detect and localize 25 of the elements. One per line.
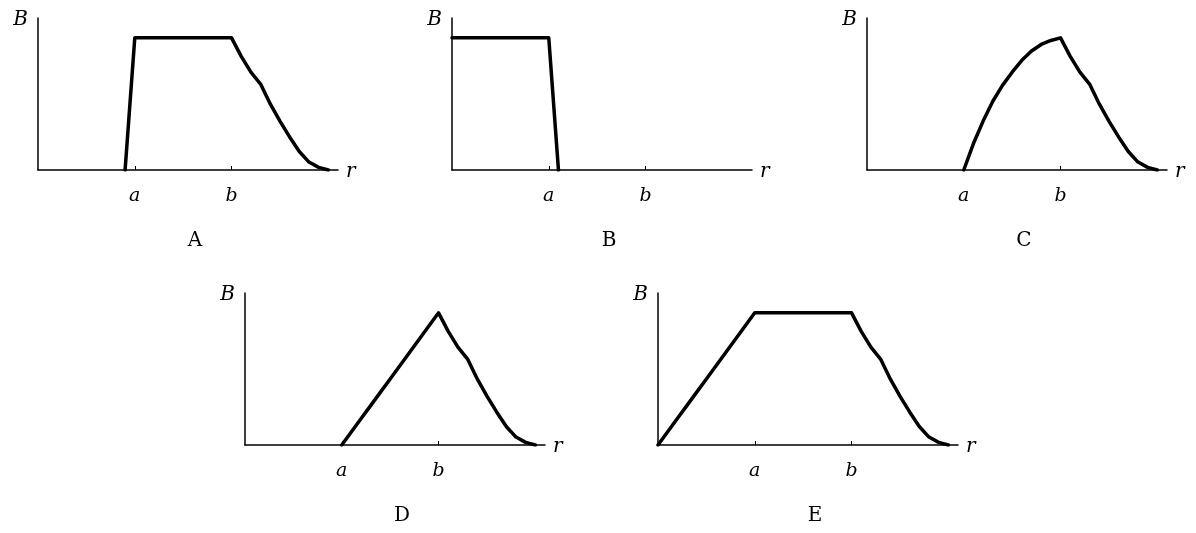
- x-tick-label: b: [845, 457, 858, 480]
- y-axis-title: B: [219, 281, 235, 305]
- x-tick-label: a: [129, 182, 141, 205]
- x-tick-label: a: [336, 457, 348, 480]
- text: B: [601, 227, 617, 251]
- text: D: [393, 502, 411, 526]
- x-axis-title: r: [760, 158, 771, 182]
- x-tick-label: a: [749, 457, 761, 480]
- x-tick-label: b: [1054, 182, 1067, 205]
- y-axis-title: B: [426, 6, 442, 30]
- x-axis-title: r: [1175, 158, 1186, 182]
- text: E: [807, 502, 823, 526]
- y-axis-title: B: [632, 281, 648, 305]
- text: C: [1016, 227, 1032, 251]
- x-tick-label: a: [543, 182, 555, 205]
- x-tick-label: a: [958, 182, 970, 205]
- text: A: [186, 227, 203, 251]
- y-axis-title: B: [12, 6, 28, 30]
- x-axis-title: r: [966, 433, 977, 457]
- x-axis-title: r: [346, 158, 357, 182]
- x-tick-label: b: [225, 182, 238, 205]
- y-axis-title: B: [841, 6, 857, 30]
- x-axis-title: r: [553, 433, 564, 457]
- x-tick-label: b: [639, 182, 652, 205]
- x-tick-label: b: [432, 457, 445, 480]
